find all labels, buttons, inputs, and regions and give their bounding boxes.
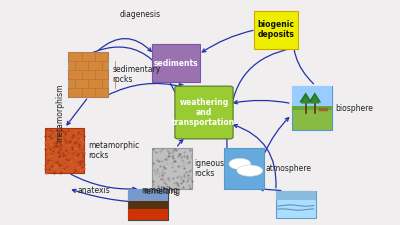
- Text: anatexis: anatexis: [78, 186, 111, 195]
- Text: sediments: sediments: [154, 59, 198, 68]
- Polygon shape: [301, 96, 310, 104]
- Polygon shape: [308, 92, 321, 102]
- Polygon shape: [299, 92, 312, 102]
- FancyBboxPatch shape: [175, 86, 233, 139]
- FancyBboxPatch shape: [224, 148, 264, 189]
- FancyBboxPatch shape: [276, 191, 316, 218]
- FancyBboxPatch shape: [128, 189, 168, 201]
- Polygon shape: [310, 96, 320, 104]
- Ellipse shape: [237, 165, 263, 176]
- Text: igneous
rocks: igneous rocks: [194, 159, 224, 178]
- Ellipse shape: [229, 158, 251, 170]
- Text: weathering
and
transportation: weathering and transportation: [172, 98, 236, 127]
- Text: biogenic
deposits: biogenic deposits: [257, 20, 294, 39]
- Text: metamorphism: metamorphism: [56, 83, 64, 142]
- Text: biosphere: biosphere: [336, 104, 374, 112]
- Text: diagenesis: diagenesis: [120, 10, 161, 19]
- FancyBboxPatch shape: [68, 52, 108, 97]
- FancyBboxPatch shape: [44, 128, 84, 173]
- Text: metamorphic
rocks: metamorphic rocks: [88, 141, 140, 160]
- FancyBboxPatch shape: [128, 189, 168, 220]
- Text: remelting: remelting: [144, 187, 181, 196]
- FancyBboxPatch shape: [152, 148, 192, 189]
- FancyBboxPatch shape: [292, 106, 332, 110]
- FancyBboxPatch shape: [292, 86, 332, 108]
- FancyBboxPatch shape: [152, 44, 200, 82]
- FancyBboxPatch shape: [254, 11, 298, 49]
- FancyBboxPatch shape: [292, 86, 332, 130]
- Text: remelting: remelting: [142, 186, 179, 195]
- FancyBboxPatch shape: [128, 209, 168, 220]
- FancyBboxPatch shape: [276, 191, 316, 200]
- Text: sedimentary
rocks: sedimentary rocks: [112, 65, 160, 84]
- Text: atmosphere: atmosphere: [266, 164, 312, 173]
